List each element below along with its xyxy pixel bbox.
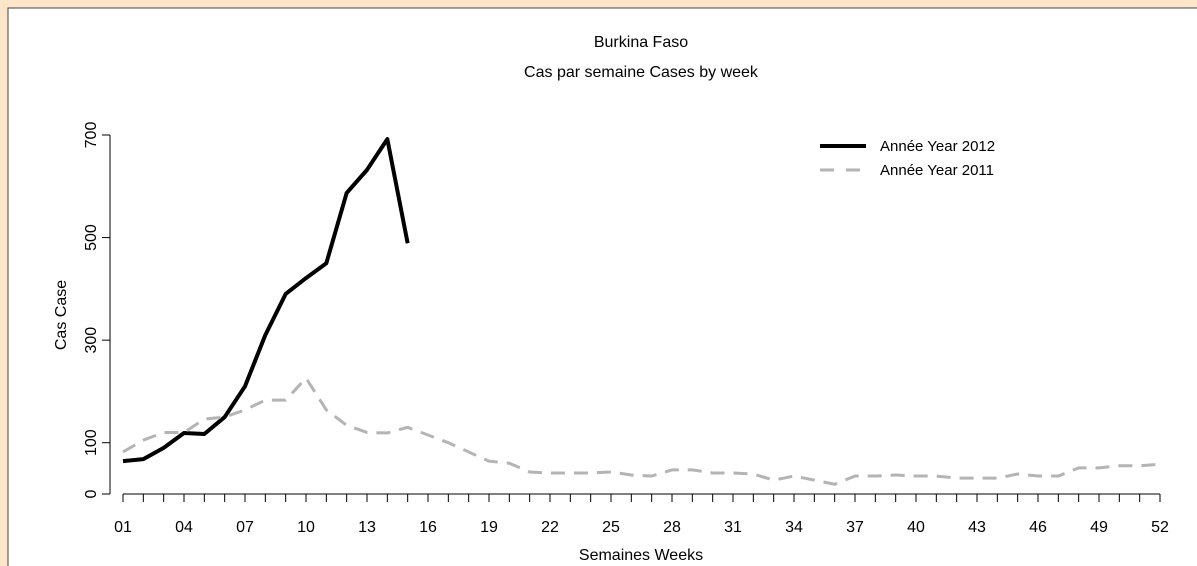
x-tick-label: 31 [724,519,742,536]
y-tick-label: 100 [83,429,100,456]
legend-label: Année Year 2011 [880,162,994,179]
x-tick-label: 28 [663,519,681,536]
x-tick-label: 34 [785,519,803,536]
x-tick-label: 22 [541,519,559,536]
x-tick-label: 19 [480,519,498,536]
y-tick-label: 500 [83,224,100,251]
legend-label: Année Year 2012 [880,138,995,155]
x-tick-label: 43 [968,519,986,536]
x-tick-label: 01 [114,519,132,536]
y-tick-label: 300 [83,327,100,354]
x-tick-label: 13 [358,519,376,536]
x-tick-label: 16 [419,519,437,536]
x-tick-label: 25 [602,519,620,536]
line-series [122,376,1161,486]
chart-subtitle: Cas par semaine Cases by week [524,64,759,81]
x-tick-label: 46 [1029,519,1047,536]
x-tick-label: 37 [846,519,864,536]
panel [7,7,1197,566]
chart-title: Burkina Faso [594,34,688,51]
y-tick-label: 0 [83,489,100,498]
x-tick-label: 40 [907,519,925,536]
x-tick-label: 52 [1151,519,1169,536]
y-axis-label: Cas Case [53,280,70,350]
x-axis-label: Semaines Weeks [579,547,703,564]
x-tick-label: 10 [297,519,315,536]
x-tick-label: 04 [175,519,193,536]
x-tick-label: 07 [236,519,254,536]
line-series [122,137,410,464]
y-tick-label: 700 [83,122,100,149]
x-tick-label: 49 [1090,519,1108,536]
